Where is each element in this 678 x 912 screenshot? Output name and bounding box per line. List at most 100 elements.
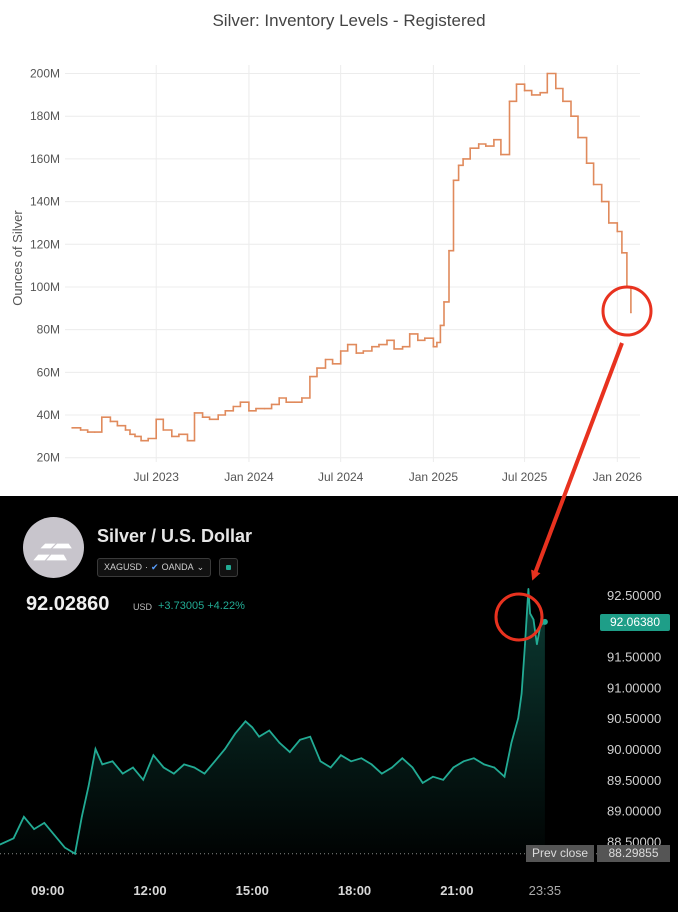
y-tick-label: 200M — [30, 67, 60, 81]
inventory-point — [607, 222, 610, 224]
price-point — [63, 846, 66, 849]
price-point — [329, 766, 332, 769]
price-point — [532, 618, 535, 621]
price-area — [0, 588, 545, 854]
price-point — [510, 742, 513, 744]
price-axis-label: 91.00000 — [607, 680, 661, 695]
price-axis-label: 89.50000 — [607, 773, 661, 788]
x-tick-label: Jan 2025 — [409, 470, 459, 484]
inventory-point — [585, 162, 588, 164]
inventory-point — [162, 429, 165, 431]
y-tick-label: 120M — [30, 237, 60, 251]
price-point — [350, 760, 352, 763]
inventory-point — [539, 91, 542, 94]
inventory-point — [171, 435, 173, 438]
price-axis-label: 90.50000 — [607, 711, 661, 726]
inventory-point — [147, 437, 149, 440]
inventory-point — [432, 345, 435, 348]
y-axis-title: Ounces of Silver — [10, 210, 25, 306]
symbol-ticker: XAGUSD — [104, 562, 143, 572]
price-point — [452, 766, 455, 769]
inventory-chart: Silver: Inventory Levels - Registered 20M… — [10, 11, 643, 484]
inventory-point — [217, 414, 219, 416]
time-axis-label: 21:00 — [440, 883, 473, 898]
inventory-point — [255, 407, 257, 410]
silver-bars-avatar — [23, 517, 84, 578]
price-point — [251, 726, 254, 729]
price-point — [193, 766, 196, 769]
inventory-point — [592, 183, 595, 186]
price-point — [527, 588, 530, 590]
inventory-point — [232, 405, 235, 408]
price-point — [142, 779, 144, 781]
inventory-point — [224, 409, 227, 412]
price-change: +3.73005 +4.22% — [158, 600, 245, 612]
price-point — [224, 748, 226, 750]
price-point — [536, 643, 538, 646]
inventory-point — [316, 367, 318, 369]
price-point — [503, 775, 506, 778]
inventory-point — [500, 153, 502, 156]
price-point — [183, 763, 185, 766]
price-point — [401, 757, 404, 760]
chart-title: Silver: Inventory Levels - Registered — [212, 11, 485, 30]
inventory-point — [346, 343, 349, 346]
price-point — [0, 843, 1, 846]
inventory-point — [393, 348, 395, 350]
price-point — [340, 754, 342, 756]
time-axis-label: 18:00 — [338, 883, 371, 898]
price-point — [360, 757, 363, 760]
inventory-point — [469, 147, 471, 150]
symbol-source-selector[interactable]: XAGUSD · ✔ OANDA ⌄ — [97, 558, 212, 577]
x-tick-label: Jan 2024 — [224, 470, 274, 484]
inventory-point — [362, 350, 365, 352]
inventory-point — [630, 311, 632, 314]
price-point — [33, 828, 35, 830]
price-point — [111, 760, 114, 763]
inventory-point — [140, 439, 142, 442]
y-tick-label: 40M — [37, 408, 60, 422]
inventory-point — [86, 431, 89, 433]
symbol-title[interactable]: Silver / U.S. Dollar — [97, 526, 253, 546]
price-point — [244, 720, 247, 723]
y-tick-label: 100M — [30, 280, 60, 294]
inventory-point — [331, 363, 334, 365]
price-point — [432, 775, 434, 778]
inventory-point — [416, 339, 419, 342]
chevron-down-icon: ⌄ — [196, 562, 205, 572]
price-chart: 92.5000092.0000091.5000091.0000090.50000… — [0, 588, 661, 898]
market-open-icon — [226, 565, 231, 570]
inventory-point — [301, 397, 303, 399]
price-currency: USD — [133, 602, 153, 612]
inventory-point — [116, 424, 119, 427]
price-point — [87, 785, 90, 787]
price-point — [539, 625, 542, 627]
price-point — [162, 766, 165, 769]
inventory-point — [100, 416, 103, 418]
price-point — [101, 763, 104, 766]
price-point — [319, 760, 322, 763]
price-axis-label: 92.50000 — [607, 588, 661, 603]
price-point — [370, 763, 373, 766]
inventory-point — [443, 301, 445, 303]
price-point — [234, 732, 237, 735]
price-point — [152, 754, 155, 756]
x-tick-label: Jul 2025 — [502, 470, 548, 484]
inventory-point — [178, 433, 180, 436]
price-point — [278, 742, 281, 744]
inventory-point — [378, 343, 380, 346]
inventory-point — [555, 87, 557, 90]
price-point — [309, 735, 312, 738]
inventory-line — [72, 72, 632, 442]
market-status-indicator[interactable] — [219, 558, 238, 577]
inventory-point — [134, 435, 136, 438]
inventory-point — [523, 89, 526, 92]
price-axis-label: 89.00000 — [607, 804, 661, 819]
price-point — [23, 815, 25, 818]
inventory-point — [462, 158, 464, 160]
price-axis-label: 90.00000 — [607, 742, 661, 757]
inventory-point — [79, 429, 82, 431]
inventory-point — [270, 403, 273, 406]
last-price-tag: 92.06380 — [600, 614, 670, 631]
inventory-point — [201, 416, 204, 418]
